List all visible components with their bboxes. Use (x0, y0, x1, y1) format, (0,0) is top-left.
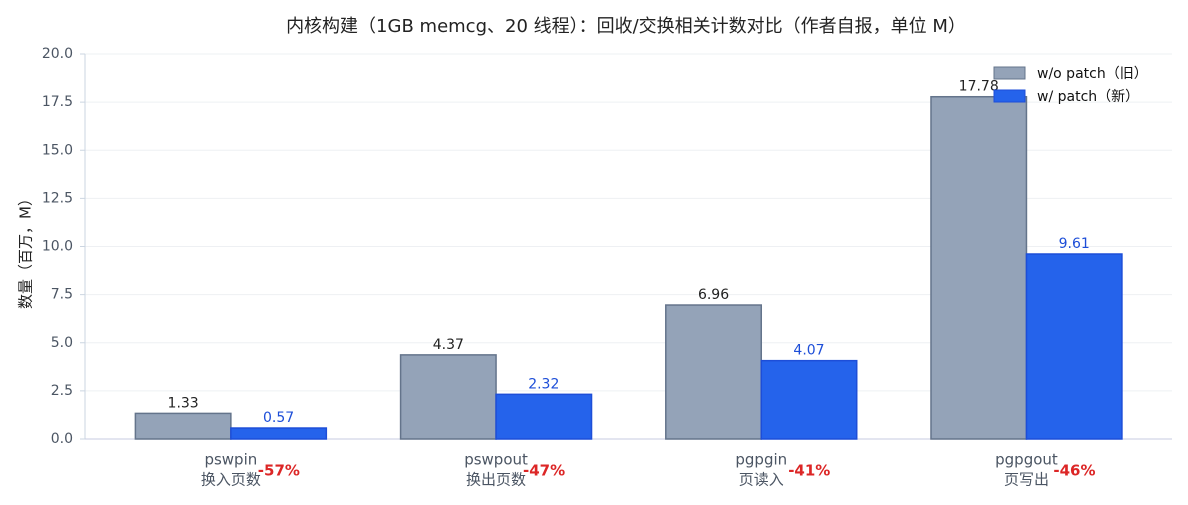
x-tick-label: pgpgout (995, 451, 1058, 469)
bar (495, 393, 593, 440)
value-label: 1.33 (168, 395, 199, 411)
x-tick-label: pswpout (464, 451, 528, 469)
y-tick-label: 15.0 (42, 142, 73, 158)
chart-title: 内核构建（1GB memcg、20 线程）：回收/交换相关计数对比（作者自报，单… (286, 16, 966, 37)
value-label: 9.61 (1059, 236, 1090, 252)
value-label: 6.96 (698, 287, 729, 303)
legend-swatch (993, 66, 1026, 80)
legend-swatch (993, 89, 1026, 103)
y-tick-label: 2.5 (51, 383, 73, 399)
x-tick-sublabel: 换入页数 (201, 471, 261, 489)
bar (760, 359, 858, 440)
change-annotation: -46% (1053, 462, 1095, 480)
value-label: 2.32 (528, 376, 559, 392)
bar (134, 412, 232, 440)
x-tick-sublabel: 换出页数 (466, 471, 526, 489)
value-label: 17.78 (959, 79, 999, 95)
x-tick-label: pswpin (204, 451, 257, 469)
y-tick-label: 20.0 (42, 46, 73, 62)
y-tick-label: 0.0 (51, 431, 73, 447)
y-tick-label: 10.0 (42, 239, 73, 255)
bar (1025, 253, 1123, 440)
legend-label: w/o patch（旧） (1037, 66, 1148, 82)
x-tick-label: pgpgin (735, 451, 787, 469)
x-tick-sublabel: 页写出 (1004, 471, 1049, 489)
y-axis-label: 数量（百万，M） (17, 191, 35, 309)
y-tick-label: 5.0 (51, 335, 73, 351)
bar (399, 354, 497, 440)
y-tick-label: 17.5 (42, 94, 73, 110)
y-tick-label: 12.5 (42, 190, 73, 206)
y-tick-label: 7.5 (51, 287, 73, 303)
value-label: 4.07 (793, 343, 824, 359)
change-annotation: -57% (258, 462, 300, 480)
value-label: 4.37 (433, 337, 464, 353)
bar (930, 95, 1028, 440)
bar (230, 427, 328, 440)
change-annotation: -41% (788, 462, 830, 480)
legend-label: w/ patch（新） (1037, 89, 1139, 105)
value-label: 0.57 (263, 410, 294, 426)
change-annotation: -47% (523, 462, 565, 480)
x-tick-sublabel: 页读入 (739, 471, 784, 489)
bar (665, 304, 763, 440)
